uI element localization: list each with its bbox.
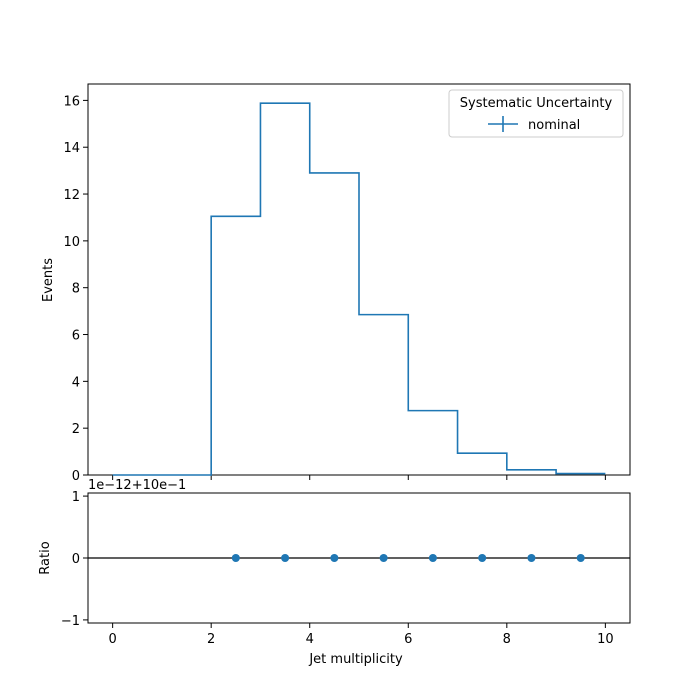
x-tick-label: 6 xyxy=(404,632,412,647)
ratio-y-tick-label: 1 xyxy=(72,490,80,505)
main-y-tick-label: 2 xyxy=(72,422,80,437)
main-y-axis-label: Events xyxy=(41,258,56,302)
series-nominal-step-line xyxy=(112,102,606,476)
ratio-y-axis: −1 0 1 xyxy=(61,490,88,629)
ratio-offset-text: 1e−12+10e−1 xyxy=(88,478,186,493)
x-tick-label: 2 xyxy=(207,632,215,647)
legend-box xyxy=(448,89,624,138)
main-y-tick-label: 6 xyxy=(72,329,80,344)
ratio-point xyxy=(576,554,585,562)
main-x-axis xyxy=(112,475,606,480)
x-tick-label: 8 xyxy=(503,632,511,647)
main-y-axis: 0 2 4 6 8 10 12 14 16 xyxy=(63,94,88,484)
ratio-point xyxy=(330,554,339,562)
main-y-tick-label: 4 xyxy=(72,375,80,390)
main-y-tick-label: 14 xyxy=(63,141,80,156)
ratio-point xyxy=(231,554,240,562)
ratio-points xyxy=(231,554,585,562)
x-tick-label: 10 xyxy=(597,632,614,647)
ratio-y-tick-label: 0 xyxy=(72,552,80,567)
ratio-point xyxy=(478,554,487,562)
main-y-tick-label: 12 xyxy=(63,188,80,203)
ratio-y-axis-label: Ratio xyxy=(38,541,53,574)
main-panel: 0 2 4 6 8 10 12 14 16 Events Systematic Uncertai… xyxy=(41,83,631,484)
main-y-tick-label: 0 xyxy=(72,469,80,484)
x-tick-label: 4 xyxy=(306,632,314,647)
ratio-panel: −1 0 1 0 2 4 6 8 10 1e−12+10e−1 Ratio Jet multi… xyxy=(38,478,631,667)
ratio-point xyxy=(281,554,290,562)
legend-label-nominal: nominal xyxy=(528,118,580,133)
x-axis-label: Jet multiplicity xyxy=(308,652,403,667)
x-tick-label: 0 xyxy=(108,632,116,647)
main-plot-frame xyxy=(87,83,631,476)
ratio-x-axis: 0 2 4 6 8 10 xyxy=(108,623,614,647)
ratio-y-tick-label: −1 xyxy=(61,614,80,629)
ratio-point xyxy=(428,554,437,562)
main-y-tick-label: 10 xyxy=(63,235,80,250)
ratio-point xyxy=(379,554,388,562)
main-y-tick-label: 8 xyxy=(72,282,80,297)
legend-title: Systematic Uncertainty xyxy=(460,96,613,111)
legend: Systematic Uncertainty nominal xyxy=(448,89,624,138)
ratio-point xyxy=(527,554,536,562)
main-y-tick-label: 16 xyxy=(63,94,80,109)
